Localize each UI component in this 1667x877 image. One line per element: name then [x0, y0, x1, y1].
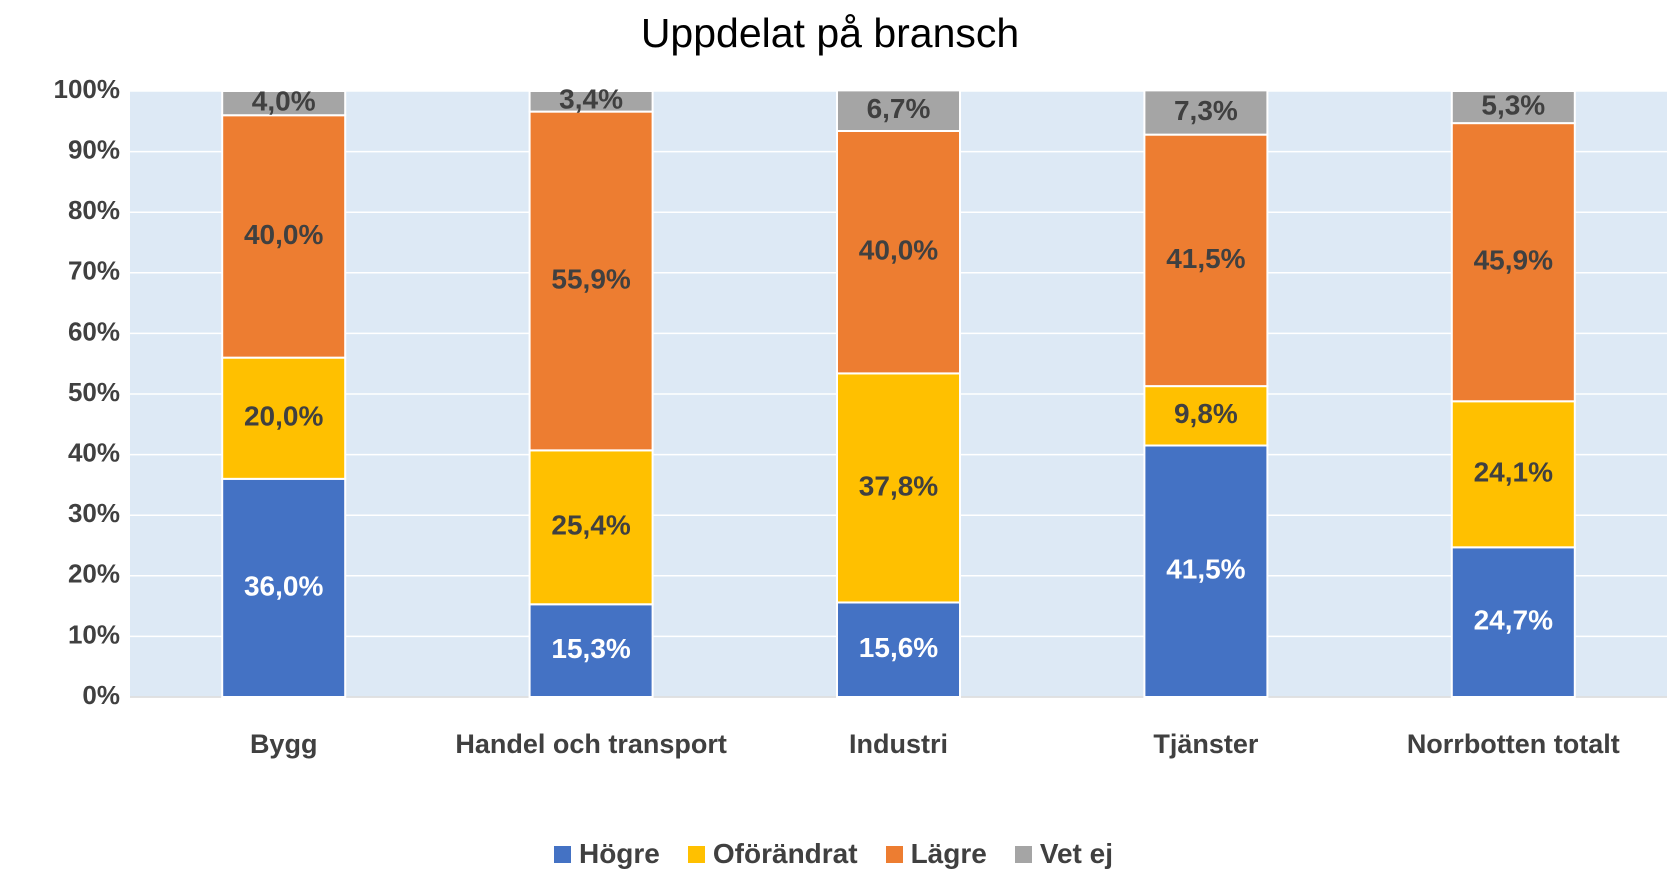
data-label: 4,0% [252, 86, 316, 117]
legend-item: Lägre [885, 838, 987, 870]
legend-item: Oförändrat [687, 838, 858, 870]
data-label: 37,8% [859, 470, 938, 501]
data-label: 20,0% [244, 401, 323, 432]
data-label: 40,0% [859, 235, 938, 266]
data-label: 5,3% [1481, 89, 1545, 120]
x-tick-label: Industri [849, 729, 948, 759]
y-tick-label: 20% [68, 559, 120, 589]
data-label: 55,9% [551, 263, 630, 294]
data-label: 41,5% [1166, 243, 1245, 274]
data-label: 15,6% [859, 632, 938, 663]
y-tick-label: 100% [54, 74, 121, 104]
legend-label: Lägre [910, 838, 987, 869]
bar-segment [1143, 385, 1269, 447]
data-label: 15,3% [551, 633, 630, 664]
y-tick-label: 50% [68, 377, 120, 407]
bar-segment [836, 89, 961, 132]
y-tick-label: 10% [68, 619, 120, 649]
bar-segment [836, 129, 961, 375]
y-tick-label: 60% [68, 316, 120, 346]
data-label: 24,7% [1474, 605, 1553, 636]
bar-segment [836, 601, 961, 698]
data-label: 40,0% [244, 219, 323, 250]
data-label: 3,4% [559, 84, 623, 115]
data-label: 24,1% [1474, 457, 1553, 488]
x-tick-label: Norrbotten totalt [1406, 729, 1620, 759]
y-tick-label: 70% [68, 256, 120, 286]
y-tick-label: 40% [68, 437, 120, 467]
x-tick-label: Handel och transport [455, 729, 727, 759]
legend: Högre Oförändrat Lägre Vet ej [0, 838, 1667, 870]
x-tick-label: Bygg [249, 729, 318, 759]
bar-segment [1143, 133, 1269, 388]
legend-item: Högre [553, 838, 660, 870]
legend-swatch [885, 845, 903, 863]
bar-segment [1450, 90, 1576, 125]
bar-segment [528, 449, 654, 606]
bar-segment [1143, 444, 1269, 699]
data-label: 7,3% [1174, 95, 1238, 126]
legend-swatch [1014, 845, 1032, 863]
bar-segment [1143, 89, 1269, 136]
legend-swatch [553, 845, 571, 863]
data-label: 36,0% [244, 570, 323, 601]
y-tick-label: 90% [68, 134, 120, 164]
y-tick-label: 0% [82, 680, 120, 710]
x-tick-label: Tjänster [1153, 729, 1259, 759]
bar-segment [528, 110, 654, 452]
bar-segment [1450, 122, 1576, 403]
data-label: 25,4% [551, 510, 630, 541]
data-label: 6,7% [867, 93, 931, 124]
y-tick-label: 30% [68, 498, 120, 528]
bar-segment [221, 114, 347, 359]
legend-label: Oförändrat [712, 838, 858, 869]
bar-segment [221, 90, 347, 117]
y-tick-label: 80% [68, 195, 120, 225]
bar-segment [221, 477, 347, 698]
legend-swatch [687, 845, 705, 863]
data-label: 9,8% [1174, 398, 1238, 429]
legend-label: Vet ej [1039, 838, 1113, 869]
data-label: 41,5% [1166, 554, 1245, 585]
bar-segment [221, 356, 347, 480]
chart-title: Uppdelat på bransch [641, 10, 1019, 56]
data-label: 45,9% [1474, 245, 1553, 276]
legend-label: Högre [578, 838, 660, 869]
bar-segment [1450, 400, 1576, 549]
legend-item: Vet ej [1014, 838, 1113, 870]
bar-segment [528, 90, 654, 113]
